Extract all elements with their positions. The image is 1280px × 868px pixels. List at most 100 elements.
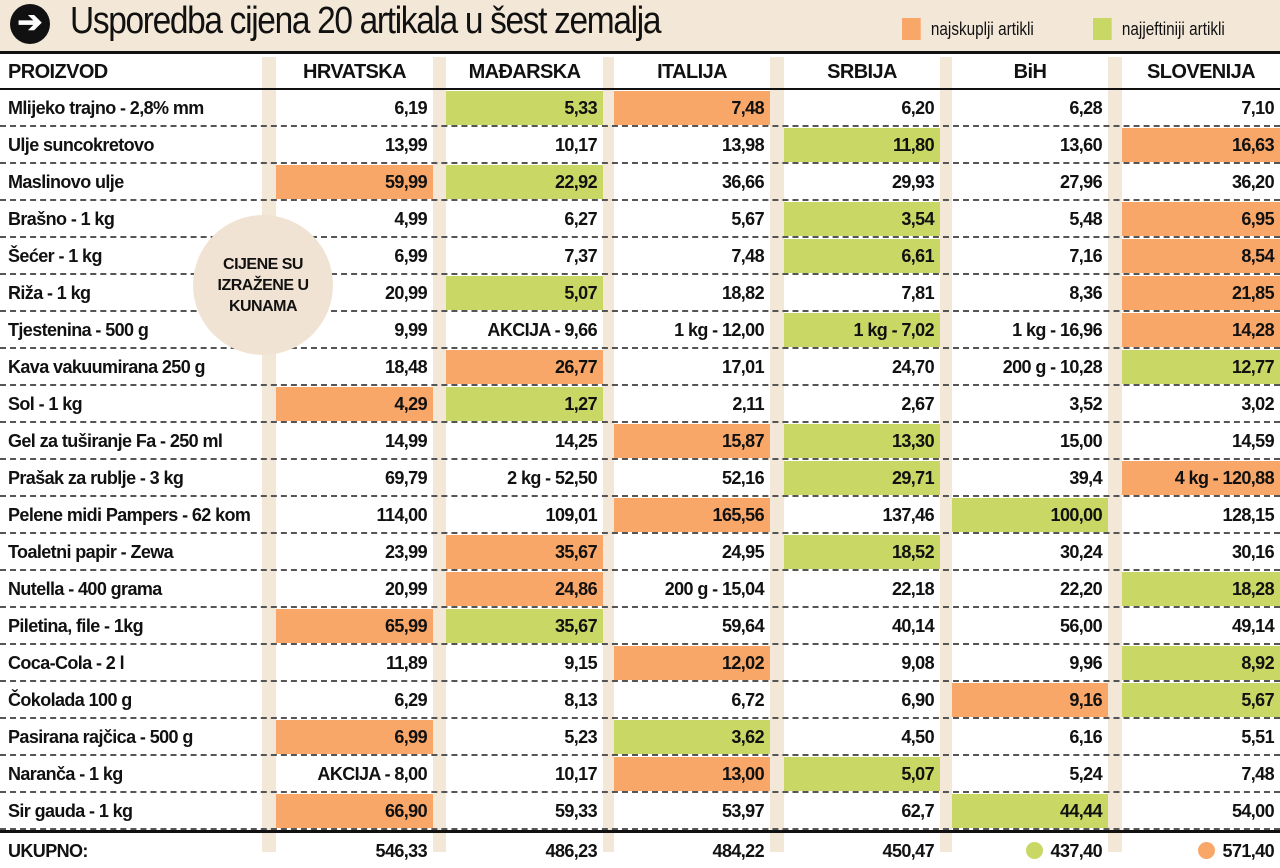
legend-swatch-green <box>1093 18 1112 40</box>
header-cell: MAĐARSKA <box>468 61 581 83</box>
price-cell: 69,79 <box>384 468 428 488</box>
price-cell: 6,61 <box>784 239 940 273</box>
legend-cheap: najjeftiniji artikli <box>1093 18 1225 40</box>
price-cell: 23,99 <box>384 542 428 562</box>
total-value: 571,40 <box>1222 841 1275 861</box>
product-name: Prašak za rublje - 3 kg <box>8 468 184 488</box>
price-cell: 13,99 <box>384 135 428 155</box>
price-cell: 7,81 <box>901 283 934 303</box>
price-cell: 56,00 <box>1059 616 1103 636</box>
price-cell: 14,25 <box>554 431 598 451</box>
product-name: Coca-Cola - 2 l <box>8 653 125 673</box>
price-cell: 62,7 <box>901 801 934 821</box>
total-row: UKUPNO: 546,33 486,23 484,22 450,47 437,40 571… <box>0 830 1280 867</box>
price-cell: 7,10 <box>1241 98 1274 118</box>
price-cell: 24,86 <box>446 572 603 606</box>
legend-label: najskuplji artikli <box>930 18 1034 39</box>
column-separator <box>603 57 614 852</box>
price-cell: 18,82 <box>721 283 765 303</box>
price-cell: 7,48 <box>731 246 764 266</box>
price-cell: 24,95 <box>721 542 765 562</box>
price-cell: 18,28 <box>1122 572 1280 606</box>
header-cell: HRVATSKA <box>303 61 407 83</box>
product-name: Maslinovo ulje <box>8 172 124 192</box>
price-table: PROIZVOD HRVATSKA MAĐARSKA ITALIJA SRBIJA BiH… <box>0 57 1280 861</box>
price-cell: 137,46 <box>882 505 935 525</box>
product-name: Pelene midi Pampers - 62 kom <box>8 505 251 525</box>
price-cell: 7,48 <box>1241 764 1274 784</box>
price-cell: 66,90 <box>276 794 433 828</box>
price-cell: 2,67 <box>901 394 934 414</box>
price-cell: 6,95 <box>1122 202 1280 236</box>
page-title: Usporedba cijena 20 artikala u šest zema… <box>70 0 661 42</box>
price-cell: 17,01 <box>721 357 765 377</box>
price-cell: 7,16 <box>1069 246 1102 266</box>
legend-expensive: najskuplji artikli <box>902 18 1034 40</box>
price-cell: 16,63 <box>1122 128 1280 162</box>
table-row: Šećer - 1 kg 6,99 7,37 7,48 6,61 7,16 8,54 <box>0 238 1280 275</box>
price-cell: 14,59 <box>1231 431 1275 451</box>
total-cell: 450,47 <box>784 834 940 868</box>
price-cell: 11,89 <box>385 653 428 673</box>
price-cell: 3,54 <box>784 202 940 236</box>
price-cell: 5,33 <box>446 91 603 125</box>
price-cell: 3,02 <box>1241 394 1274 414</box>
price-cell: 1 kg - 12,00 <box>674 320 764 340</box>
price-cell: 29,93 <box>891 172 935 192</box>
price-cell: 24,70 <box>891 357 935 377</box>
price-cell: 9,99 <box>394 320 427 340</box>
total-cell: 546,33 <box>276 834 433 868</box>
price-cell: 100,00 <box>952 498 1108 532</box>
legend-label: najjeftiniji artikli <box>1121 18 1225 39</box>
total-cell: 486,23 <box>446 834 603 868</box>
price-cell: 20,99 <box>384 579 428 599</box>
table-row: Mlijeko trajno - 2,8% mm 6,19 5,33 7,48 6,20… <box>0 90 1280 127</box>
price-cell: 59,99 <box>276 165 433 199</box>
price-cell: 5,67 <box>731 209 764 229</box>
product-name: Brašno - 1 kg <box>8 209 115 229</box>
price-cell: 5,23 <box>564 727 597 747</box>
title-bar: ➔ Usporedba cijena 20 artikala u šest ze… <box>0 0 1280 54</box>
arrow-right-icon: ➔ <box>10 4 50 44</box>
price-cell: 4,29 <box>276 387 433 421</box>
price-cell: 4 kg - 120,88 <box>1122 461 1280 495</box>
price-cell: 11,80 <box>784 128 940 162</box>
column-separator <box>940 57 952 852</box>
marker-dot-icon <box>1025 842 1043 859</box>
price-cell: 14,99 <box>384 431 428 451</box>
price-cell: 36,66 <box>721 172 765 192</box>
price-cell: 13,60 <box>1059 135 1103 155</box>
table-row: Sir gauda - 1 kg 66,90 59,33 53,97 62,7 44,44… <box>0 793 1280 830</box>
table-row: Maslinovo ulje 59,99 22,92 36,66 29,93 27,96 3… <box>0 164 1280 201</box>
table-row: Toaletni papir - Zewa 23,99 35,67 24,95 18,5… <box>0 534 1280 571</box>
price-cell: 35,67 <box>446 535 603 569</box>
total-value: 486,23 <box>545 841 598 861</box>
price-cell: 65,99 <box>276 609 433 643</box>
price-cell: 18,52 <box>784 535 940 569</box>
marker-dot-icon <box>1197 842 1215 859</box>
table-row: Kava vakuumirana 250 g 18,48 26,77 17,01 24,… <box>0 349 1280 386</box>
product-name: Sir gauda - 1 kg <box>8 801 133 821</box>
price-cell: 12,77 <box>1122 350 1280 384</box>
price-cell: AKCIJA - 9,66 <box>487 320 597 340</box>
column-separator <box>433 57 446 852</box>
table-row: Prašak za rublje - 3 kg 69,79 2 kg - 52,50… <box>0 460 1280 497</box>
price-cell: 35,67 <box>446 609 603 643</box>
price-cell: 13,30 <box>784 424 940 458</box>
product-name: Gel za tuširanje Fa - 250 ml <box>8 431 223 451</box>
product-name: Tjestenina - 500 g <box>8 320 149 340</box>
price-cell: 6,16 <box>1069 727 1102 747</box>
total-label: UKUPNO: <box>8 841 88 861</box>
price-cell: AKCIJA - 8,00 <box>317 764 427 784</box>
price-cell: 14,28 <box>1122 313 1280 347</box>
table-row: Ulje suncokretovo 13,99 10,17 13,98 11,80 13,… <box>0 127 1280 164</box>
price-cell: 6,99 <box>394 246 427 266</box>
price-cell: 13,00 <box>614 757 770 791</box>
price-cell: 8,92 <box>1122 646 1280 680</box>
header-cell: SRBIJA <box>827 61 897 83</box>
price-cell: 5,51 <box>1241 727 1274 747</box>
price-cell: 3,52 <box>1069 394 1102 414</box>
price-cell: 44,44 <box>952 794 1108 828</box>
price-cell: 36,20 <box>1231 172 1275 192</box>
price-cell: 109,01 <box>545 505 598 525</box>
